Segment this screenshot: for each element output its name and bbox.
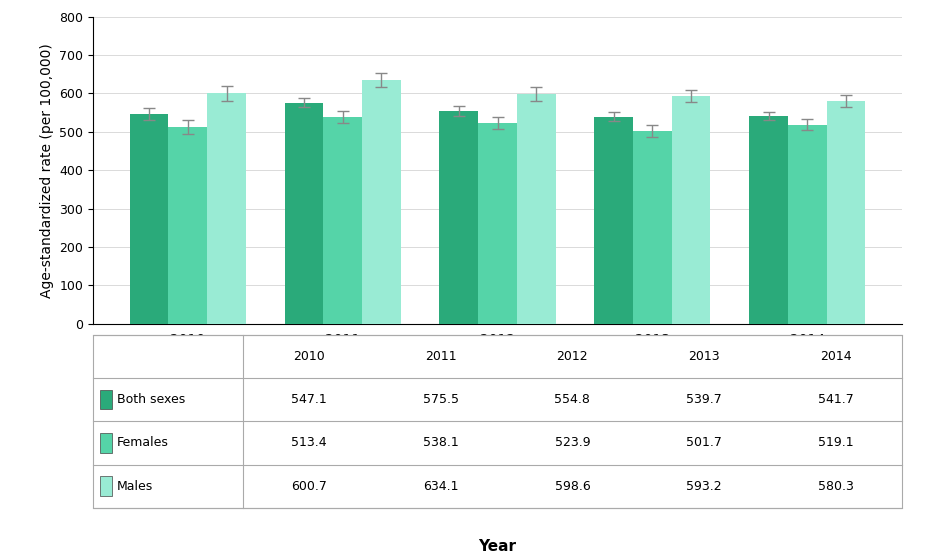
Bar [168,127,207,324]
Text: Females: Females [117,436,169,449]
Text: 541.7: 541.7 [818,393,854,406]
Bar [517,94,555,324]
Text: 539.7: 539.7 [686,393,723,406]
Bar [362,80,401,324]
Bar [440,111,478,324]
Bar [827,101,865,324]
Bar [633,131,671,324]
Text: Males: Males [117,480,153,493]
Bar [130,114,168,324]
Bar [671,96,711,324]
Text: 2011: 2011 [425,350,457,363]
Bar [788,124,827,324]
Bar [478,123,517,324]
Text: 538.1: 538.1 [422,436,458,449]
Text: 600.7: 600.7 [291,480,326,493]
Text: 575.5: 575.5 [422,393,458,406]
Text: Both sexes: Both sexes [117,393,185,406]
Text: 593.2: 593.2 [686,480,722,493]
Text: 501.7: 501.7 [686,436,723,449]
Bar [324,117,362,324]
Text: 519.1: 519.1 [818,436,854,449]
Text: 634.1: 634.1 [423,480,458,493]
Text: 513.4: 513.4 [291,436,326,449]
Text: 554.8: 554.8 [554,393,591,406]
Bar [207,93,246,324]
Text: 547.1: 547.1 [291,393,326,406]
Text: 580.3: 580.3 [818,480,854,493]
Text: Year: Year [479,540,516,554]
Bar [750,116,788,324]
Bar [594,117,633,324]
Text: 523.9: 523.9 [554,436,591,449]
Y-axis label: Age-standardized rate (per 100,000): Age-standardized rate (per 100,000) [40,43,54,297]
Bar [285,103,324,324]
Text: 598.6: 598.6 [554,480,591,493]
Text: 2014: 2014 [820,350,852,363]
Text: 2010: 2010 [293,350,325,363]
Text: 2013: 2013 [688,350,720,363]
Text: 2012: 2012 [556,350,588,363]
